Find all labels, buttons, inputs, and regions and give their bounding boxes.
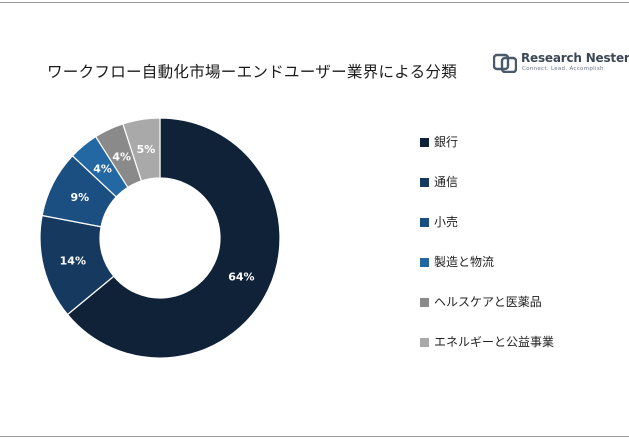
donut-slice-0 [66, 117, 281, 359]
slice-value-label-0: 64% [228, 270, 254, 283]
legend-swatch-5 [420, 338, 429, 347]
legend-item-2: 小売 [420, 213, 620, 253]
legend-item-3: 製造と物流 [420, 253, 620, 293]
legend-label-4: ヘルスケアと医薬品 [434, 295, 542, 309]
research-nester-logo-icon [493, 53, 517, 73]
legend-swatch-3 [420, 258, 429, 267]
slice-value-label-4: 4% [112, 151, 131, 164]
slice-value-label-2: 9% [70, 191, 89, 204]
legend-swatch-2 [420, 218, 429, 227]
legend-label-2: 小売 [434, 215, 459, 229]
research-nester-logo: Research Nester Connect. Lead. Accomplis… [493, 50, 629, 76]
logo-name: Research Nester [521, 51, 629, 65]
legend-label-5: エネルギーと公益事業 [434, 335, 555, 349]
legend-item-4: ヘルスケアと医薬品 [420, 293, 620, 333]
legend-item-1: 通信 [420, 173, 620, 213]
chart-legend: 銀行通信小売製造と物流ヘルスケアと医薬品 エネルギーと公益事業 [420, 133, 620, 373]
legend-label-0: 銀行 [434, 135, 459, 149]
top-divider [0, 2, 629, 3]
donut-slice-5 [122, 117, 161, 182]
legend-swatch-1 [420, 178, 429, 187]
legend-item-5: エネルギーと公益事業 [420, 333, 620, 373]
legend-swatch-4 [420, 298, 429, 307]
logo-tagline: Connect. Lead. Accomplish [522, 66, 604, 72]
chart-title: ワークフロー自動化市場ーエンドユーザー業界による分類 [47, 63, 458, 81]
slice-value-label-5: 5% [137, 143, 156, 156]
legend-item-0: 銀行 [420, 133, 620, 173]
bottom-divider [0, 436, 629, 437]
legend-swatch-0 [420, 138, 429, 147]
slice-value-label-1: 14% [60, 254, 86, 267]
legend-label-3: 製造と物流 [434, 255, 495, 269]
legend-label-1: 通信 [434, 175, 459, 189]
slice-value-label-3: 4% [93, 163, 112, 176]
